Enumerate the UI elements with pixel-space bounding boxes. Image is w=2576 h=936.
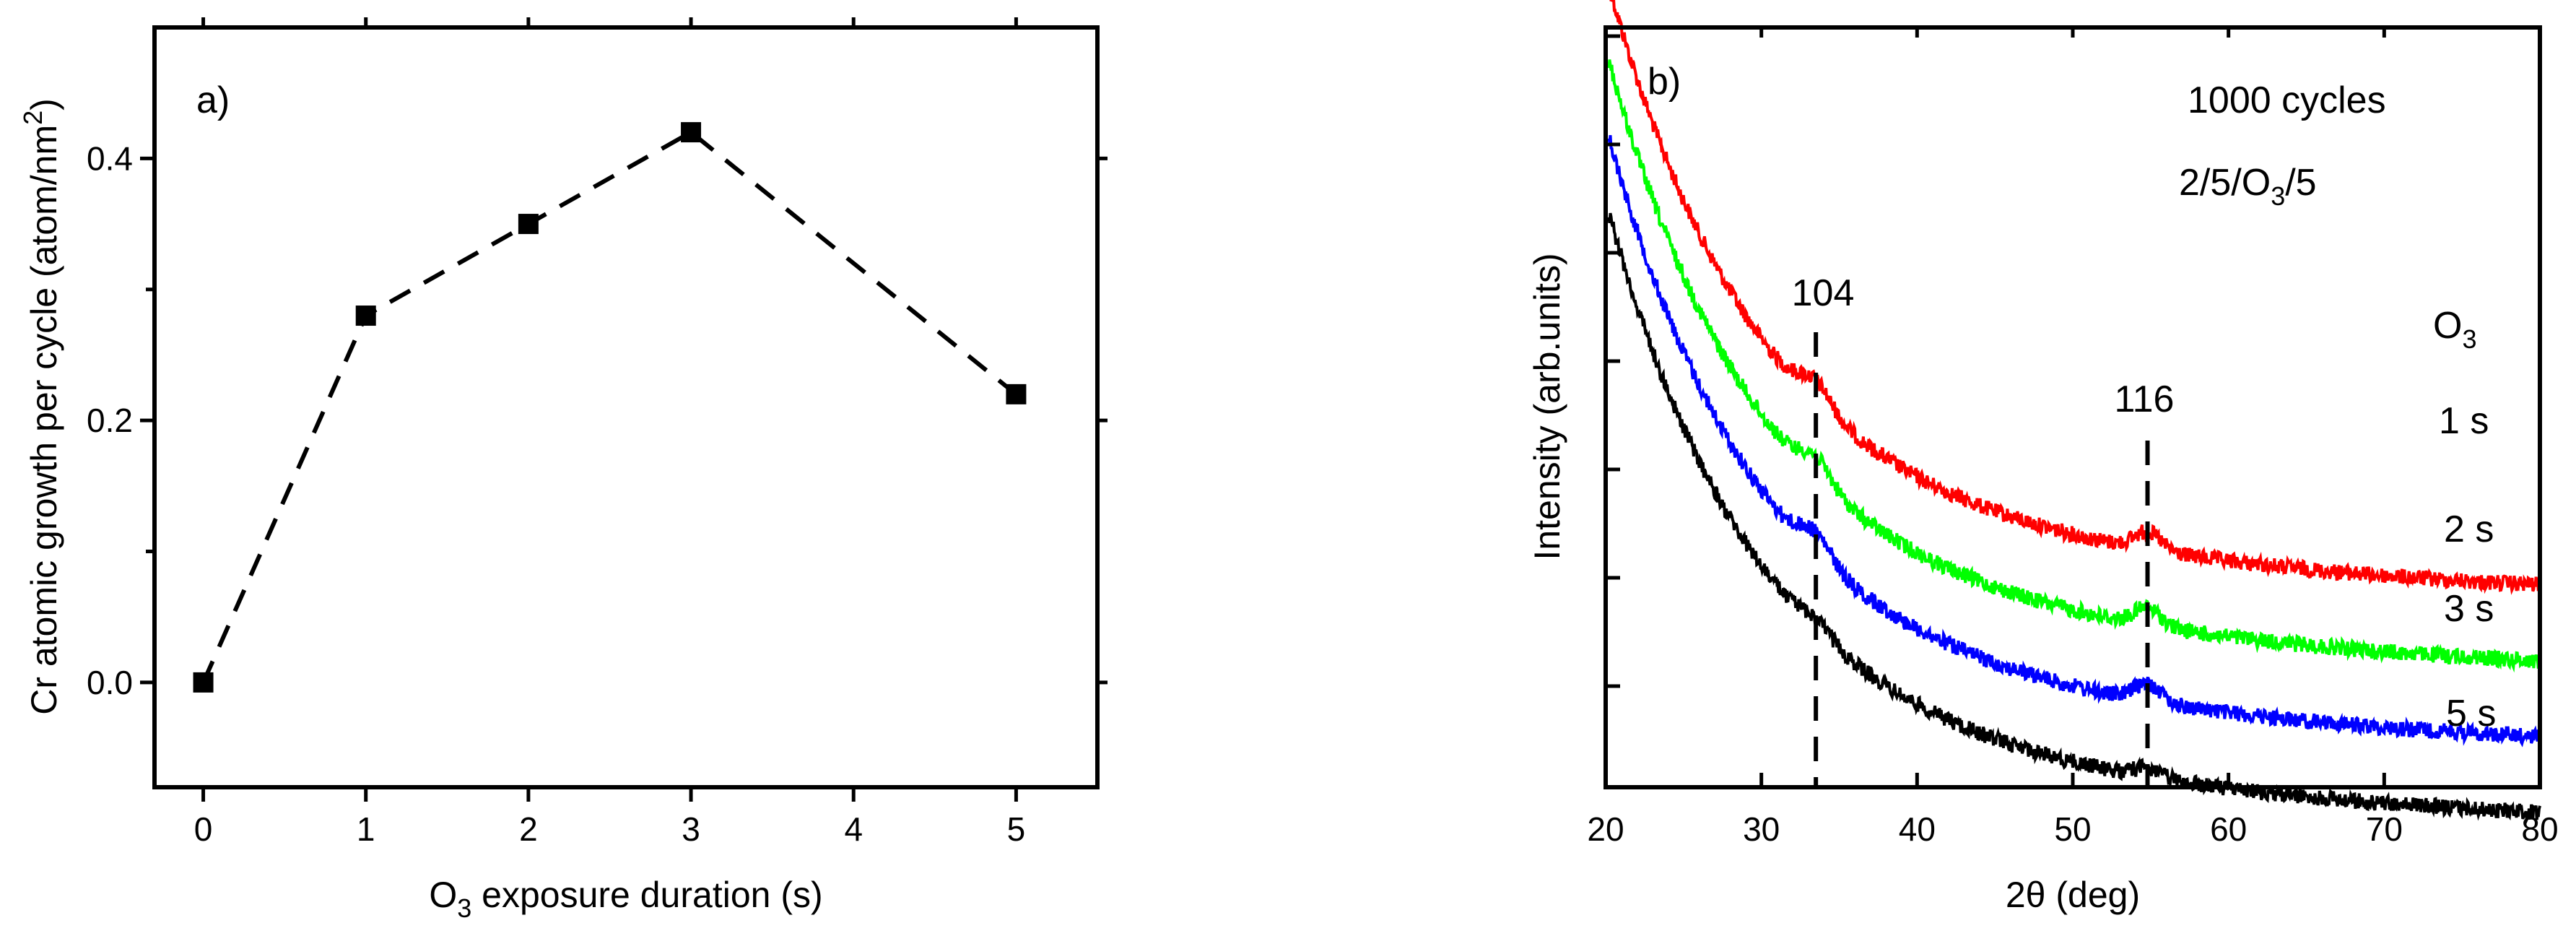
panel-a-ylabel: Cr atomic growth per cycle (atom/nm2) bbox=[18, 98, 64, 715]
panel-a-point-2 bbox=[518, 214, 539, 235]
xrd-series-5s bbox=[1607, 212, 2541, 826]
panel-b-xtick-label: 20 bbox=[1587, 810, 1624, 848]
panel-a-xtick-label: 2 bbox=[519, 810, 538, 848]
panel-a: 0 1 2 3 4 5 0.0 0.2 0.4 a) O3 exposure duration… bbox=[18, 17, 1108, 923]
panel-a-label: a) bbox=[196, 79, 230, 121]
panel-b: 20 30 40 50 60 70 80 b) 1000 cycles 2/5/O3/5 O… bbox=[1527, 0, 2559, 915]
peak-104-label: 104 bbox=[1792, 272, 1855, 314]
panel-a-xtick-label: 1 bbox=[357, 810, 375, 848]
panel-b-xtick-label: 50 bbox=[2054, 810, 2091, 848]
panel-a-point-1 bbox=[355, 306, 376, 326]
panel-a-point-0 bbox=[193, 672, 214, 693]
xrd-series-2s bbox=[1607, 59, 2541, 673]
legend-3s: 3 s bbox=[2444, 588, 2494, 630]
panel-b-xtick-label: 40 bbox=[1899, 810, 1936, 848]
panel-b-axes-frame bbox=[1604, 25, 2542, 789]
panel-a-dashed-line bbox=[201, 129, 1018, 684]
panel-b-xlabel: 2θ (deg) bbox=[2006, 875, 2140, 915]
legend-1s: 1 s bbox=[2439, 400, 2489, 442]
panel-a-ytick-label: 0.4 bbox=[87, 139, 133, 177]
legend-5s: 5 s bbox=[2446, 693, 2496, 734]
panel-b-ylabel: Intensity (arb.units) bbox=[1527, 253, 1567, 560]
panel-b-xtick-label: 70 bbox=[2366, 810, 2403, 848]
panel-a-xtick-label: 0 bbox=[194, 810, 213, 848]
panel-a-point-5 bbox=[1006, 384, 1027, 404]
panel-b-xtick-label: 60 bbox=[2210, 810, 2247, 848]
panel-b-cycles: 1000 cycles bbox=[2188, 79, 2386, 121]
panel-a-xtick-label: 3 bbox=[682, 810, 700, 848]
panel-a-axes-frame bbox=[152, 25, 1100, 789]
panel-a-ytick-label: 0.2 bbox=[87, 402, 133, 439]
peak-116-label: 116 bbox=[2115, 378, 2175, 420]
panel-a-xtick-label: 4 bbox=[844, 810, 863, 848]
legend-2s: 2 s bbox=[2444, 508, 2494, 550]
panel-b-legend-title: O3 bbox=[2433, 305, 2476, 354]
panel-a-xtick-label: 5 bbox=[1007, 810, 1026, 848]
panel-b-label: b) bbox=[1648, 61, 1681, 103]
panel-b-xtick-label: 30 bbox=[1743, 810, 1780, 848]
panel-b-xtick-label: 80 bbox=[2521, 810, 2558, 848]
xrd-series-3s bbox=[1607, 134, 2541, 748]
panel-a-ytick-label: 0.0 bbox=[87, 664, 133, 701]
xrd-series-1s bbox=[1609, 0, 2541, 595]
panel-a-xlabel: O3 exposure duration (s) bbox=[429, 875, 822, 923]
panel-a-point-3 bbox=[681, 122, 702, 143]
panel-b-recipe: 2/5/O3/5 bbox=[2179, 162, 2317, 211]
